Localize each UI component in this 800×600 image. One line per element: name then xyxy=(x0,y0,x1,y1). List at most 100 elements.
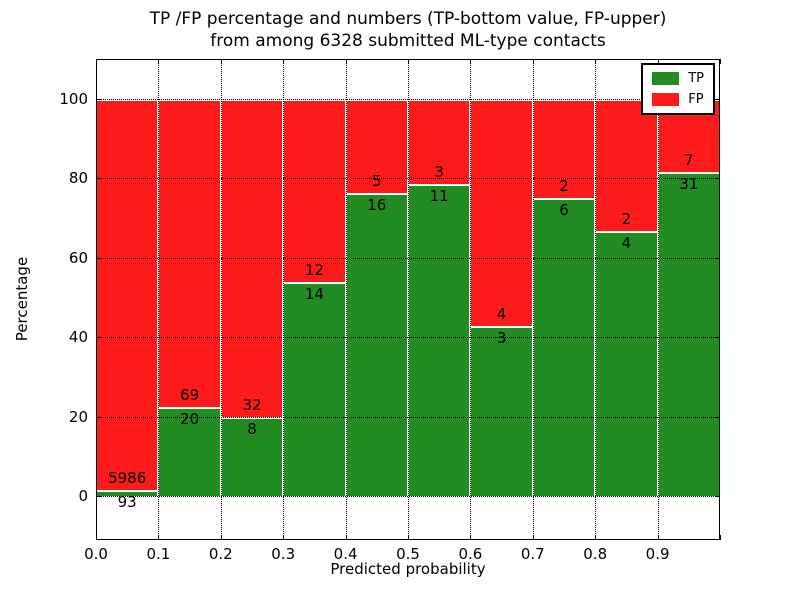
x-tick-label: 0.1 xyxy=(146,545,171,563)
bar-tp-segment xyxy=(532,198,596,497)
chart-title: TP /FP percentage and numbers (TP-bottom… xyxy=(96,8,720,52)
grid-line-horizontal xyxy=(96,416,720,418)
bar-bin xyxy=(283,59,346,540)
x-tick-mark xyxy=(96,535,97,540)
legend-label-tp: TP xyxy=(688,71,704,86)
grid-line-vertical xyxy=(220,59,222,540)
x-tick-label: 0.6 xyxy=(458,545,483,563)
legend-entry-fp: FP xyxy=(652,92,704,107)
y-tick-label: 100 xyxy=(59,89,88,108)
y-tick-mark xyxy=(715,337,720,339)
grid-line-vertical xyxy=(345,59,347,540)
bar-bin xyxy=(470,59,533,540)
legend-swatch-tp xyxy=(652,72,680,85)
bar-bin xyxy=(595,59,658,540)
x-tick-mark xyxy=(470,59,472,64)
bar-bin xyxy=(220,59,284,540)
y-tick-mark xyxy=(96,496,101,498)
y-tick-mark xyxy=(96,98,101,100)
bar-bin xyxy=(408,59,471,540)
bar-tp-segment xyxy=(470,325,533,497)
x-tick-label: 0.3 xyxy=(271,545,296,563)
bar-bin xyxy=(96,59,159,540)
y-tick-labels: 0 20 40 60 80 100 xyxy=(0,59,96,540)
grid-line-vertical xyxy=(283,59,285,540)
bar-fp-segment xyxy=(408,98,471,184)
y-tick-label: 0 xyxy=(78,487,88,506)
legend-entry-tp: TP xyxy=(652,71,704,86)
x-tick-mark xyxy=(283,535,285,540)
y-tick-label: 40 xyxy=(68,328,88,347)
x-tick-mark xyxy=(657,535,659,540)
x-tick-mark xyxy=(595,535,597,540)
bar-bin xyxy=(345,59,408,540)
grid-line-vertical xyxy=(408,59,409,540)
bar-tp-segment xyxy=(408,183,471,497)
grid-line-horizontal xyxy=(96,337,720,339)
grid-line-vertical xyxy=(595,59,597,540)
bar-fp-segment xyxy=(158,98,221,407)
x-tick-mark xyxy=(345,59,347,64)
grid-line-horizontal xyxy=(96,178,720,180)
grid-line-vertical xyxy=(657,59,659,540)
chart-title-line1: TP /FP percentage and numbers (TP-bottom… xyxy=(149,9,667,29)
y-tick-mark xyxy=(715,496,720,498)
bar-tp-segment xyxy=(220,416,284,497)
x-tick-mark xyxy=(345,535,347,540)
x-tick-mark xyxy=(220,535,222,540)
bar-tp-segment xyxy=(657,171,720,497)
y-tick-label: 20 xyxy=(68,407,88,426)
x-tick-label: 0.9 xyxy=(645,545,670,563)
legend-label-fp: FP xyxy=(688,92,704,107)
bar-bin xyxy=(158,59,221,540)
x-tick-labels: 0.0 0.1 0.2 0.3 0.4 0.5 0.6 0.7 0.8 0.9 xyxy=(84,545,720,565)
grid-line-horizontal xyxy=(96,496,720,498)
x-tick-mark xyxy=(720,535,721,540)
x-tick-mark xyxy=(408,535,409,540)
y-tick-mark xyxy=(715,178,720,180)
x-tick-mark xyxy=(595,59,597,64)
y-tick-mark xyxy=(96,178,101,180)
x-tick-mark xyxy=(657,59,659,64)
bar-tp-segment xyxy=(158,406,221,497)
bar-tp-segment xyxy=(96,490,159,497)
bar-tp-segment xyxy=(345,193,408,497)
grid-line-horizontal xyxy=(96,257,720,259)
bar-tp-segment xyxy=(595,231,658,497)
bar-fp-segment xyxy=(470,98,533,326)
grid-line-vertical xyxy=(158,59,160,540)
y-tick-label: 60 xyxy=(68,248,88,267)
legend: TP FP xyxy=(641,63,715,115)
bar-fp-segment xyxy=(345,98,408,194)
bar-tp-segment xyxy=(283,282,346,497)
x-tick-mark xyxy=(283,59,285,64)
bar-bin xyxy=(657,59,720,540)
x-tick-mark xyxy=(158,59,160,64)
chart-title-line2: from among 6328 submitted ML-type contac… xyxy=(210,31,606,51)
x-tick-mark xyxy=(532,535,534,540)
x-axis-label: Predicted probability xyxy=(330,560,486,578)
x-tick-label: 0.7 xyxy=(520,545,545,563)
y-tick-mark xyxy=(715,257,720,259)
grid-line-horizontal xyxy=(96,98,720,100)
bar-bin xyxy=(532,59,596,540)
x-tick-label: 0.8 xyxy=(583,545,608,563)
x-tick-mark xyxy=(470,535,472,540)
y-tick-mark xyxy=(715,98,720,100)
x-tick-mark xyxy=(408,59,409,64)
y-tick-mark xyxy=(96,257,101,259)
x-tick-mark xyxy=(220,59,222,64)
bar-fp-segment xyxy=(532,98,596,199)
x-tick-label: 0.0 xyxy=(84,545,108,563)
grid-line-vertical xyxy=(470,59,472,540)
x-tick-mark xyxy=(720,59,721,64)
x-tick-label: 0.2 xyxy=(208,545,233,563)
bar-fp-segment xyxy=(283,98,346,283)
bar-fp-segment xyxy=(96,98,159,491)
y-tick-mark xyxy=(96,416,101,418)
y-tick-label: 80 xyxy=(68,169,88,188)
x-tick-mark xyxy=(532,59,534,64)
bar-fp-segment xyxy=(595,98,658,232)
x-tick-mark xyxy=(158,535,160,540)
